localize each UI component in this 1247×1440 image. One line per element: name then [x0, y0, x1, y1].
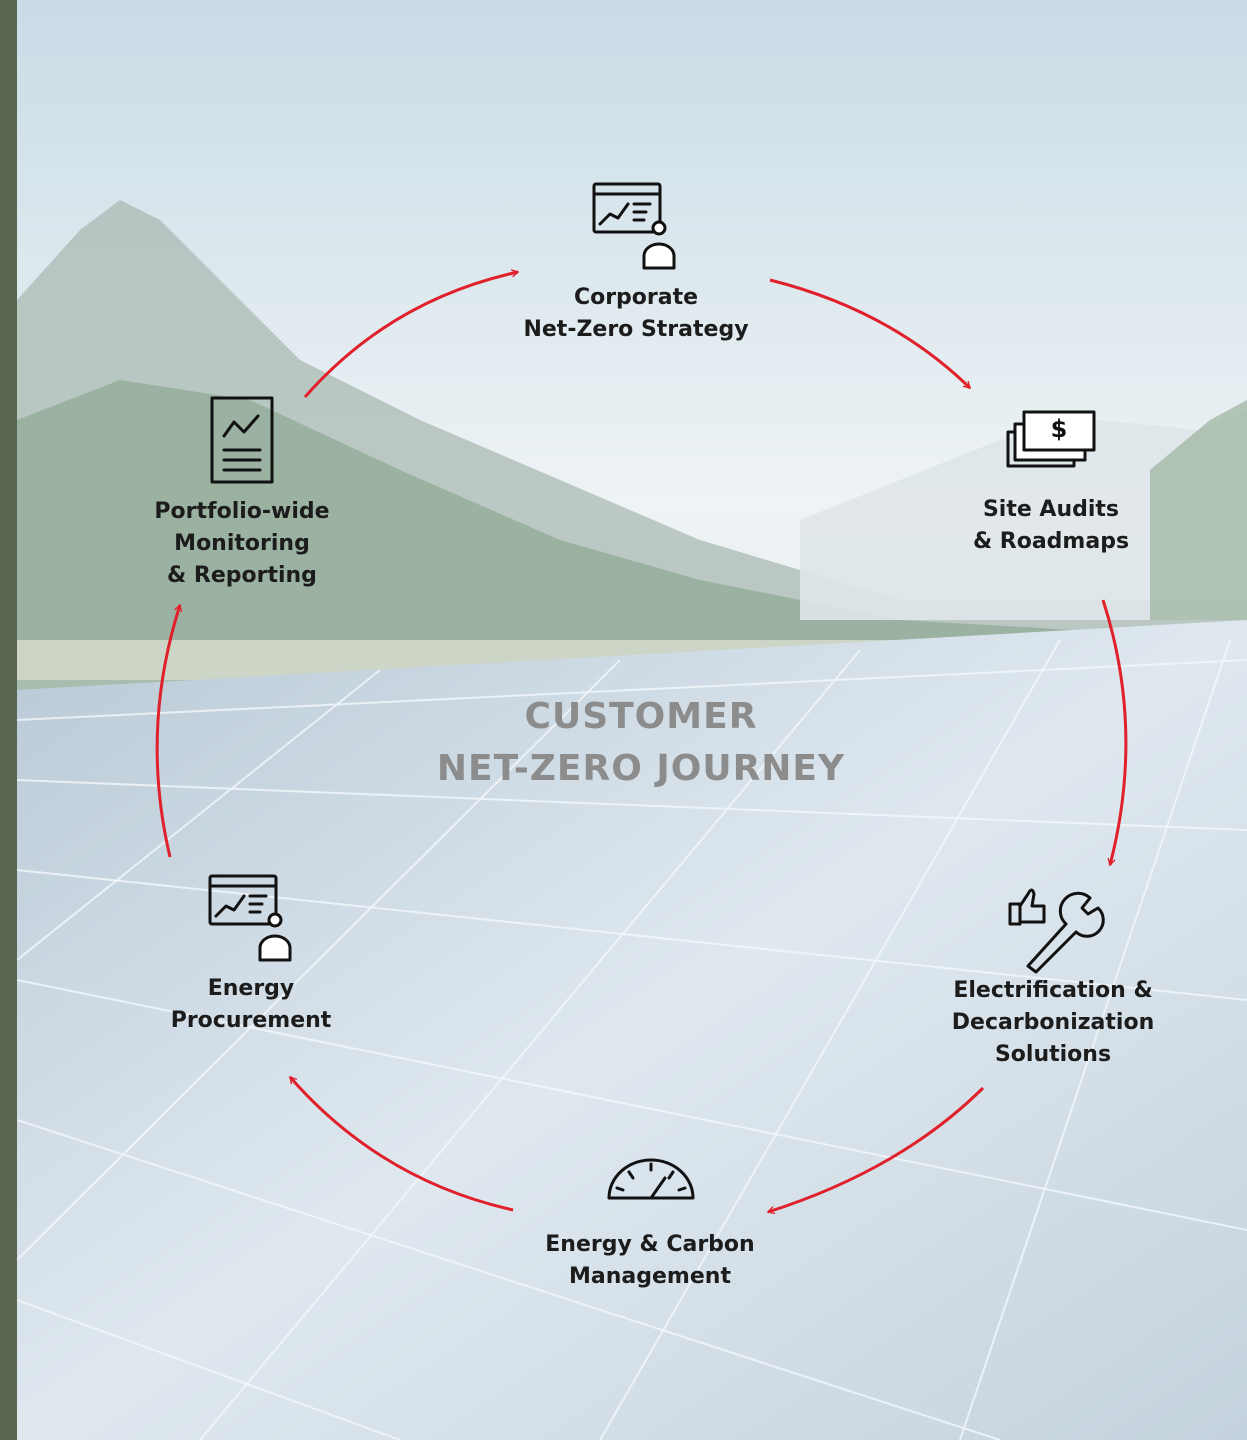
node-label: Procurement: [171, 1008, 332, 1033]
diagram: $ CUSTOMER NET-ZERO JOURNEY Corporate Ne…: [0, 0, 1247, 1440]
node-label: Electrification &: [953, 978, 1152, 1003]
node-label: Energy: [208, 976, 295, 1001]
page: $ CUSTOMER NET-ZERO JOURNEY Corporate Ne…: [0, 0, 1247, 1440]
svg-text:$: $: [1051, 415, 1068, 443]
node-label: Solutions: [995, 1042, 1111, 1067]
center-title: NET-ZERO JOURNEY: [437, 748, 845, 789]
node-label: & Roadmaps: [973, 529, 1129, 554]
node-label: Corporate: [574, 285, 698, 310]
center-title: CUSTOMER: [525, 696, 758, 737]
node-label: & Reporting: [167, 563, 317, 588]
left-strip: [0, 0, 17, 1440]
node-label: Net-Zero Strategy: [523, 317, 748, 342]
node-label: Decarbonization: [952, 1010, 1154, 1035]
node-label: Energy & Carbon: [545, 1232, 754, 1257]
node-label: Portfolio-wide: [154, 499, 329, 524]
node-label: Site Audits: [983, 497, 1119, 522]
node-label: Management: [569, 1264, 731, 1289]
node-label: Monitoring: [174, 531, 310, 556]
